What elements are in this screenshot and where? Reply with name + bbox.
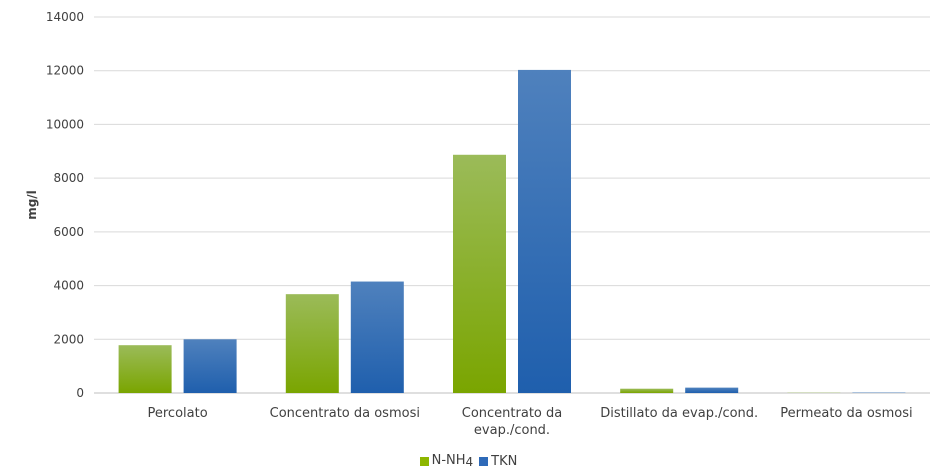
- legend-swatch: [419, 456, 429, 466]
- bars: [118, 69, 906, 393]
- legend-item-nnh4: N-NH4: [419, 453, 474, 469]
- y-tick-label: 2000: [53, 332, 84, 346]
- legend-item-tkn: TKN: [479, 453, 517, 469]
- bar-tkn: [518, 69, 571, 393]
- bar-nnh4: [453, 154, 506, 393]
- legend-subscript: 4: [465, 455, 474, 469]
- x-category-label: Concentrato da evap./cond.: [462, 406, 562, 438]
- x-axis-categories: Percolato Concentrato da osmosi Concentrat…: [148, 406, 913, 438]
- x-category-label: Concentrato da osmosi: [270, 406, 420, 421]
- y-tick-label: 6000: [53, 225, 84, 239]
- bar-nnh4: [285, 294, 339, 393]
- bar-chart: 0 2000 4000 6000 8000 10000 12000 14000 Percola…: [25, 10, 930, 438]
- y-tick-label: 12000: [46, 64, 84, 78]
- y-tick-label: 14000: [46, 10, 84, 24]
- gridlines: [94, 16, 930, 394]
- x-category-label: Permeato da osmosi: [780, 406, 912, 421]
- legend-swatch: [479, 456, 489, 466]
- y-tick-label: 8000: [53, 171, 84, 185]
- legend-label: TKN: [491, 453, 518, 469]
- x-category-label: Distillato da evap./cond.: [600, 406, 758, 421]
- y-tick-label: 10000: [46, 117, 84, 131]
- y-tick-label: 0: [76, 386, 84, 400]
- bar-tkn: [685, 387, 739, 393]
- y-tick-label: 4000: [53, 279, 84, 293]
- y-axis-ticks: 0 2000 4000 6000 8000 10000 12000 14000: [46, 10, 84, 400]
- legend-label: N-NH4: [431, 453, 474, 469]
- bar-tkn: [183, 339, 237, 393]
- y-axis-label: mg/l: [25, 190, 39, 220]
- x-category-label: Percolato: [148, 406, 208, 421]
- bar-tkn: [350, 281, 404, 393]
- bar-nnh4: [620, 388, 674, 393]
- legend: N-NH4 TKN: [0, 453, 937, 469]
- bar-nnh4: [118, 345, 172, 393]
